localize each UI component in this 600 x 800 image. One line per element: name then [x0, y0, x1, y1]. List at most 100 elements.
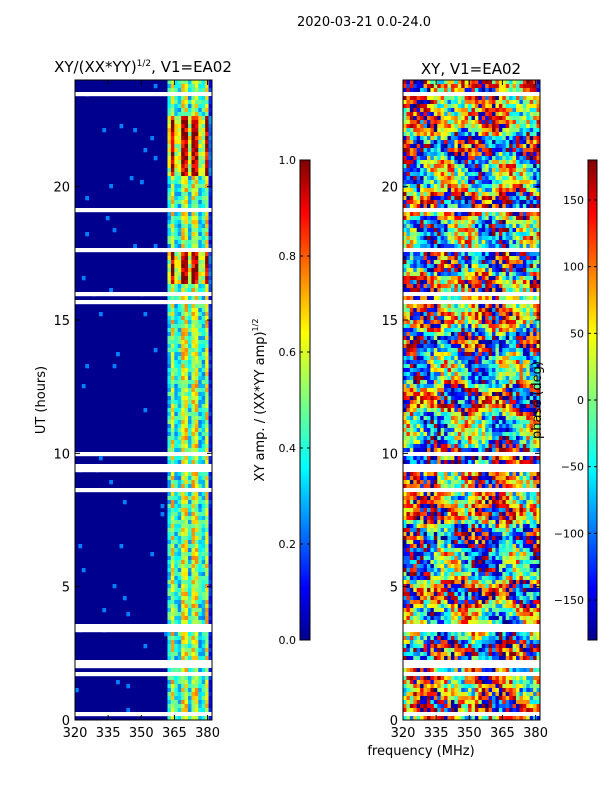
phase-cell [413, 256, 417, 261]
phase-cell [529, 268, 534, 273]
phase-cell [505, 96, 510, 101]
phase-cell [512, 88, 517, 93]
phase-cell [485, 88, 489, 93]
amplitude-cell [177, 316, 182, 321]
phase-cell [516, 312, 520, 317]
amplitude-cell [188, 308, 192, 313]
amplitude-cell [184, 308, 189, 313]
amplitude-cell [184, 428, 189, 433]
amplitude-cell [177, 400, 182, 405]
phase-cell [536, 316, 541, 321]
amplitude-cell [170, 324, 175, 329]
phase-cell [416, 320, 421, 325]
amplitude-xtick-label: 350 [129, 726, 154, 741]
phase-cell [512, 212, 517, 217]
phase-cell [454, 240, 459, 245]
amplitude-cell [194, 180, 199, 185]
phase-cell [468, 328, 472, 333]
amplitude-cell [201, 176, 206, 181]
amplitude-cell [188, 680, 192, 685]
amplitude-cell [170, 496, 175, 501]
amplitude-cell [170, 104, 175, 109]
phase-cell [426, 136, 431, 141]
amplitude-cell [205, 320, 209, 325]
phase-cell [433, 320, 438, 325]
amplitude-cell [177, 184, 182, 189]
amplitude-cell [167, 512, 172, 517]
phase-cell [444, 116, 448, 121]
amplitude-cell [170, 456, 175, 461]
phase-cell [529, 320, 534, 325]
amplitude-cell [181, 240, 185, 245]
phase-cell [481, 252, 486, 257]
amplitude-cell [177, 640, 182, 645]
amplitude-cell [191, 156, 196, 161]
amplitude-cell [208, 368, 213, 373]
phase-cell [409, 200, 414, 205]
phase-cell [529, 260, 534, 265]
phase-cell [505, 196, 510, 201]
amplitude-cell [181, 88, 185, 93]
phase-cell [440, 260, 445, 265]
amplitude-cell [205, 552, 209, 557]
phase-cell [481, 128, 486, 133]
amplitude-cell [184, 456, 189, 461]
amplitude-cell [205, 584, 209, 589]
phase-cell [468, 348, 472, 353]
amplitude-cell [170, 212, 175, 217]
phase-cell [430, 276, 435, 281]
amplitude-cell [170, 368, 175, 373]
phase-cell [512, 312, 517, 317]
amplitude-cell [194, 460, 199, 465]
amplitude-cell [184, 124, 189, 129]
phase-cell [519, 324, 524, 329]
phase-cell [536, 352, 541, 357]
amplitude-cell [170, 504, 175, 509]
amplitude-cell [116, 352, 120, 357]
amplitude-cell [205, 716, 209, 721]
phase-cell [437, 216, 441, 221]
amplitude-cell [201, 252, 206, 257]
phase-cell [420, 260, 424, 265]
amplitude-cell [184, 252, 189, 257]
amplitude-cell [194, 192, 199, 197]
amplitude-cell [122, 596, 127, 601]
phase-cell [444, 200, 448, 205]
phase-cell [509, 180, 513, 185]
flagged-row [75, 208, 212, 213]
amplitude-cell [194, 448, 199, 453]
phase-cell [430, 232, 435, 237]
amplitude-cell [184, 316, 189, 321]
phase-cell [461, 168, 465, 173]
amplitude-cell [191, 268, 196, 273]
phase-cell [502, 164, 507, 169]
phase-cell [423, 240, 428, 245]
amplitude-cell [177, 504, 182, 509]
phase-cell [474, 312, 479, 317]
phase-cell [413, 340, 417, 345]
amplitude-cell [205, 104, 209, 109]
amplitude-cell [181, 716, 185, 721]
phase-cell [464, 280, 469, 285]
amplitude-cell [184, 368, 189, 373]
amplitude-cell [191, 220, 196, 225]
amplitude-cell [174, 484, 179, 489]
phase-cell [522, 124, 527, 129]
phase-cell [416, 128, 421, 133]
phase-cell [457, 304, 462, 309]
phase-cell [457, 200, 462, 205]
phase-cell [529, 252, 534, 257]
phase-cell [481, 104, 486, 109]
phase-cell [485, 192, 489, 197]
amplitude-colorbar-tick-label: 0.8 [279, 250, 297, 263]
phase-cell [502, 252, 507, 257]
phase-cell [526, 228, 531, 233]
amplitude-cell [191, 216, 196, 221]
amplitude-cell [208, 116, 213, 121]
phase-cell [474, 96, 479, 101]
phase-cell [437, 316, 441, 321]
amplitude-cell [198, 256, 203, 261]
phase-cell [413, 336, 417, 341]
phase-cell [516, 196, 520, 201]
phase-cell [498, 316, 503, 321]
